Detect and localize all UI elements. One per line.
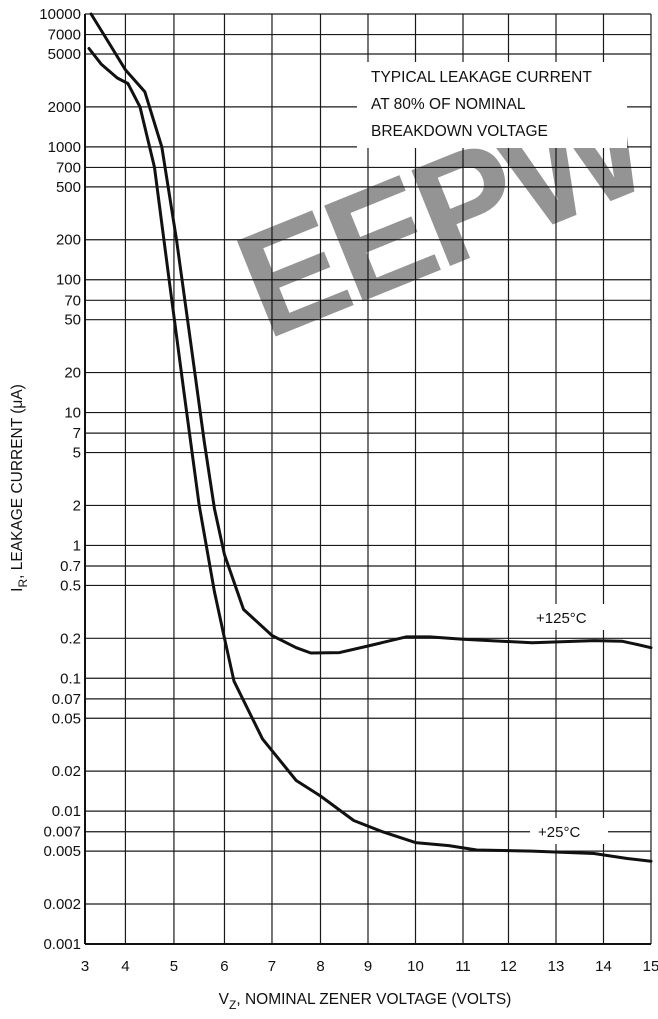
y-tick-label: 0.05 bbox=[52, 710, 81, 727]
y-tick-label: 0.02 bbox=[52, 763, 81, 780]
y-tick-label: 1 bbox=[73, 537, 81, 554]
y-axis-title-sub: R bbox=[16, 579, 30, 588]
y-axis-title-main: I bbox=[9, 588, 26, 592]
y-tick-label: 100 bbox=[56, 272, 81, 289]
x-tick-label: 8 bbox=[316, 958, 324, 975]
x-tick-label: 6 bbox=[220, 958, 228, 975]
y-tick-label: 7 bbox=[73, 425, 81, 442]
y-tick-label: 700 bbox=[56, 159, 81, 176]
y-tick-label: 10000 bbox=[39, 6, 81, 23]
x-axis-title-rest: , NOMINAL ZENER VOLTAGE (VOLTS) bbox=[236, 991, 511, 1008]
y-tick-label: 0.002 bbox=[43, 896, 81, 913]
x-tick-label: 5 bbox=[170, 958, 178, 975]
grid-layer bbox=[84, 13, 652, 945]
y-tick-label: 500 bbox=[56, 179, 81, 196]
annotation-background bbox=[357, 62, 627, 148]
y-tick-label: 200 bbox=[56, 232, 81, 249]
y-tick-label: 70 bbox=[64, 292, 81, 309]
x-axis-title-main: V bbox=[219, 991, 230, 1008]
y-tick-label: 2000 bbox=[48, 99, 81, 116]
series-line-125c bbox=[89, 12, 653, 655]
y-tick-label: 0.001 bbox=[43, 936, 81, 953]
y-tick-label: 0.007 bbox=[43, 824, 81, 841]
x-axis-title: VZ, NOMINAL ZENER VOLTAGE (VOLTS) bbox=[219, 991, 512, 1012]
y-axis-title-rest: , LEAKAGE CURRENT (μA) bbox=[9, 384, 26, 579]
series-labels: +125°C +25°C bbox=[530, 604, 612, 844]
annotation-line-3: BREAKDOWN VOLTAGE bbox=[371, 123, 548, 140]
y-tick-label: 0.005 bbox=[43, 843, 81, 860]
x-tick-label: 15 bbox=[643, 958, 658, 975]
annotation-line-1: TYPICAL LEAKAGE CURRENT bbox=[371, 69, 592, 86]
y-tick-label: 0.2 bbox=[60, 630, 81, 647]
label-bg-25 bbox=[530, 818, 608, 844]
x-tick-label: 13 bbox=[548, 958, 565, 975]
annotation-box: TYPICAL LEAKAGE CURRENT AT 80% OF NOMINA… bbox=[357, 62, 627, 148]
series-label-25c: +25°C bbox=[538, 824, 580, 841]
curve-layer bbox=[87, 12, 653, 863]
x-tick-label: 4 bbox=[121, 958, 129, 975]
annotation-line-2: AT 80% OF NOMINAL bbox=[371, 96, 526, 113]
y-tick-label: 10 bbox=[64, 405, 81, 422]
y-tick-label: 1000 bbox=[48, 139, 81, 156]
y-tick-label: 2 bbox=[73, 497, 81, 514]
x-tick-label: 9 bbox=[364, 958, 372, 975]
x-tick-label: 11 bbox=[455, 958, 471, 975]
x-tick-label: 12 bbox=[500, 958, 517, 975]
y-tick-label: 7000 bbox=[48, 27, 81, 44]
y-tick-label: 0.07 bbox=[52, 691, 81, 708]
series-label-125c: +125°C bbox=[536, 610, 587, 627]
y-tick-label: 0.7 bbox=[60, 558, 81, 575]
x-axis-title-sub: Z bbox=[229, 998, 236, 1012]
y-axis-title: IR, LEAKAGE CURRENT (μA) bbox=[9, 384, 30, 592]
y-tick-label: 5000 bbox=[48, 46, 81, 63]
y-tick-label: 0.1 bbox=[60, 670, 81, 687]
x-tick-label: 3 bbox=[81, 958, 89, 975]
label-bg-125 bbox=[532, 604, 612, 630]
y-tick-label: 0.01 bbox=[52, 803, 81, 820]
series-line-25c bbox=[87, 47, 653, 863]
y-tick-label: 50 bbox=[64, 312, 81, 329]
x-tick-label: 14 bbox=[595, 958, 612, 975]
y-tick-label: 5 bbox=[73, 445, 81, 462]
tick-labels: 10000 7000 5000 2000 1000 700 500 200 100 70 50 20 1… bbox=[39, 6, 658, 975]
y-tick-label: 20 bbox=[64, 365, 81, 382]
x-tick-label: 10 bbox=[407, 958, 424, 975]
x-tick-label: 7 bbox=[268, 958, 276, 975]
y-tick-label: 0.5 bbox=[60, 577, 81, 594]
